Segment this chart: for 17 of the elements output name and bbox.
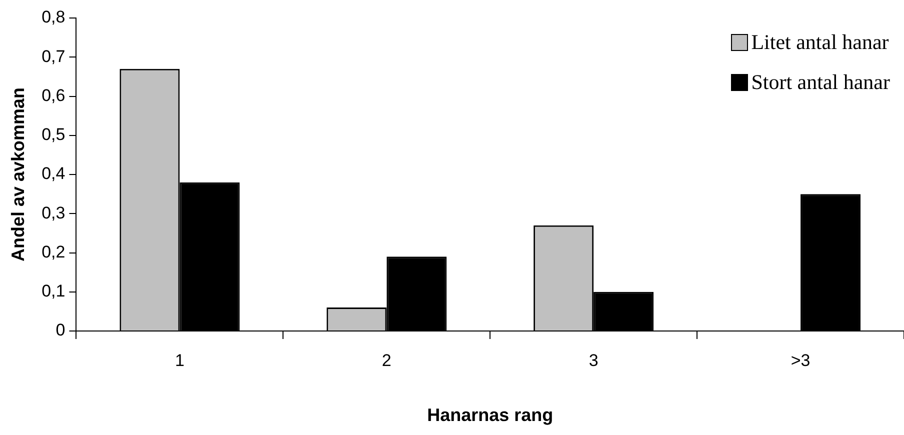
y-tick-label: 0,1 xyxy=(42,282,66,301)
y-tick-label: 0 xyxy=(56,320,66,340)
x-axis-title: Hanarnas rang xyxy=(427,405,554,426)
y-tick-label: 0,5 xyxy=(42,125,66,144)
y-tick-label: 0,3 xyxy=(42,203,66,222)
y-tick-label: 0,4 xyxy=(42,164,66,184)
legend-label: Litet antal hanar xyxy=(751,30,889,54)
x-tick-label: 1 xyxy=(174,350,184,370)
y-axis-title: Andel av avkomman xyxy=(8,87,28,262)
x-tick-label: >3 xyxy=(790,350,810,370)
y-tick-label: 0,8 xyxy=(42,8,66,27)
y-tick-label: 0,7 xyxy=(42,46,66,66)
y-tick-label: 0,2 xyxy=(42,242,66,262)
x-tick-label: 2 xyxy=(382,350,392,370)
x-tick-label: 3 xyxy=(588,350,598,370)
legend-label: Stort antal hanar xyxy=(751,70,890,94)
y-tick-label: 0,6 xyxy=(42,86,66,105)
